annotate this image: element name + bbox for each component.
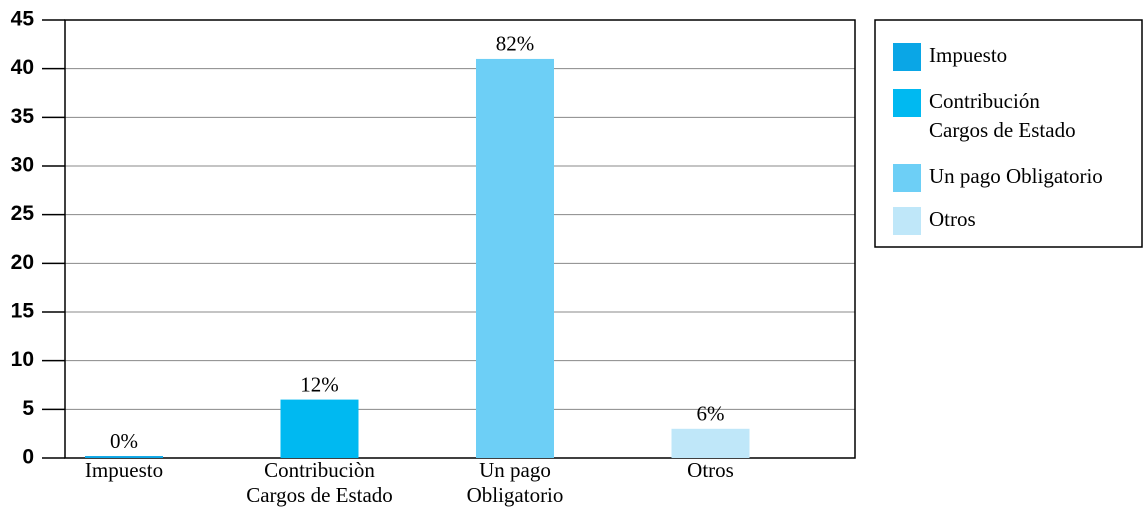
- x-tick-label: Cargos de Estado: [246, 483, 393, 507]
- value-label: 0%: [110, 429, 138, 453]
- y-tick-label: 45: [11, 8, 35, 31]
- bar: [476, 58, 554, 458]
- x-tick-label: Otros: [687, 458, 734, 482]
- y-tick-label: 10: [11, 348, 34, 371]
- legend-box: [874, 19, 1143, 248]
- bar: [671, 428, 750, 458]
- plot-frame: [64, 19, 856, 459]
- y-tick-label: 5: [22, 397, 34, 420]
- y-tick-label: 15: [11, 300, 35, 323]
- x-tick-label: Obligatorio: [467, 483, 564, 507]
- y-tick-label: 20: [11, 251, 34, 274]
- legend-label: Cargos de Estado: [929, 118, 1076, 142]
- legend-label: Contribución: [929, 89, 1040, 113]
- legend-label: Impuesto: [929, 43, 1007, 67]
- legend-swatch: [893, 207, 921, 235]
- value-label: 6%: [697, 402, 725, 426]
- y-tick-label: 0: [22, 446, 34, 469]
- y-tick-label: 25: [11, 202, 35, 225]
- y-tick-label: 30: [11, 154, 34, 177]
- x-tick-label: Contribuciòn: [264, 458, 375, 482]
- y-tick-label: 35: [11, 105, 35, 128]
- value-label: 12%: [300, 372, 339, 396]
- bar: [280, 399, 359, 458]
- legend-swatch: [893, 164, 921, 192]
- value-label: 82%: [496, 32, 535, 56]
- legend-swatch: [893, 43, 921, 71]
- bar: [85, 456, 163, 458]
- x-tick-label: Impuesto: [85, 458, 163, 482]
- x-tick-label: Un pago: [479, 458, 551, 482]
- y-tick-label: 40: [11, 56, 34, 79]
- legend-swatch: [893, 89, 921, 117]
- legend-label: Un pago Obligatorio: [929, 164, 1103, 188]
- legend-label: Otros: [929, 207, 976, 231]
